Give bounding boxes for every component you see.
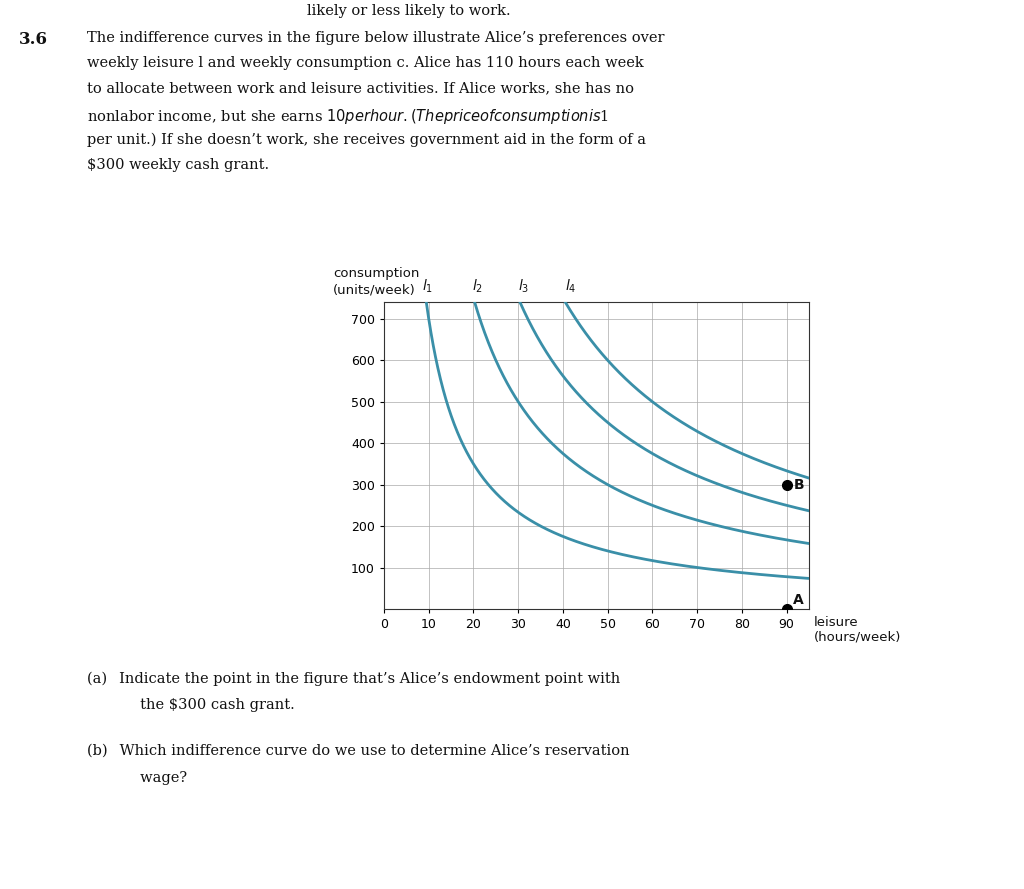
- Text: (a)  Indicate the point in the figure that’s Alice’s endowment point with: (a) Indicate the point in the figure tha…: [87, 671, 621, 685]
- Text: $l_2$: $l_2$: [472, 277, 482, 295]
- Text: A: A: [794, 593, 804, 607]
- Text: wage?: wage?: [87, 771, 187, 785]
- Text: The indifference curves in the figure below illustrate Alice’s preferences over: The indifference curves in the figure be…: [87, 31, 665, 45]
- Text: (units/week): (units/week): [333, 283, 416, 296]
- Text: leisure: leisure: [814, 616, 859, 629]
- Text: nonlabor income, but she earns $10 per hour. (The price of consumption is $1: nonlabor income, but she earns $10 per h…: [87, 107, 609, 126]
- Text: B: B: [794, 477, 804, 492]
- Text: per unit.) If she doesn’t work, she receives government aid in the form of a: per unit.) If she doesn’t work, she rece…: [87, 132, 646, 147]
- Text: $l_3$: $l_3$: [518, 277, 529, 295]
- Text: the $300 cash grant.: the $300 cash grant.: [87, 698, 295, 712]
- Text: $l_1$: $l_1$: [422, 277, 433, 295]
- Text: $300 weekly cash grant.: $300 weekly cash grant.: [87, 158, 269, 172]
- Text: 3.6: 3.6: [18, 31, 47, 48]
- Text: (hours/week): (hours/week): [814, 630, 901, 644]
- Text: likely or less likely to work.: likely or less likely to work.: [307, 4, 511, 19]
- Text: consumption: consumption: [333, 267, 419, 280]
- Text: $l_4$: $l_4$: [564, 277, 577, 295]
- Text: weekly leisure l and weekly consumption c. Alice has 110 hours each week: weekly leisure l and weekly consumption …: [87, 56, 644, 70]
- Text: to allocate between work and leisure activities. If Alice works, she has no: to allocate between work and leisure act…: [87, 82, 634, 96]
- Text: (b)  Which indifference curve do we use to determine Alice’s reservation: (b) Which indifference curve do we use t…: [87, 744, 630, 758]
